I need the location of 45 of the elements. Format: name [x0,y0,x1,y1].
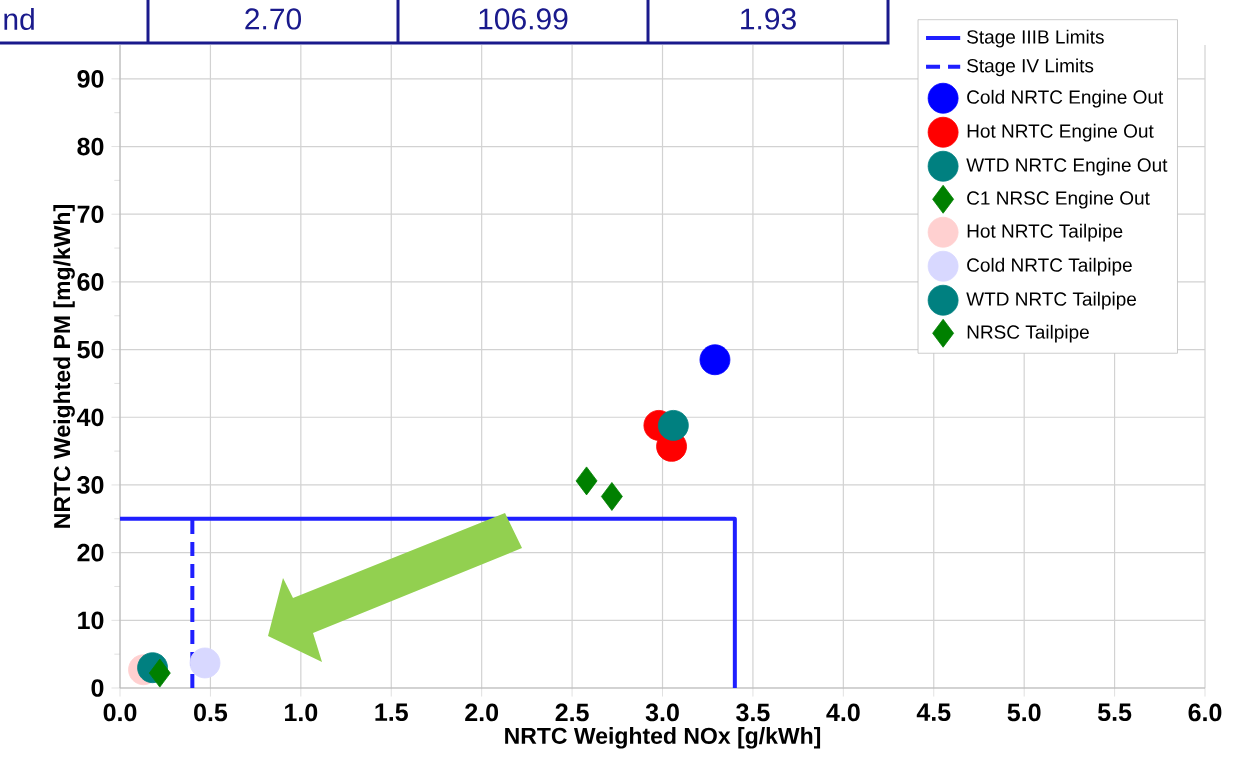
legend-label: Cold NRTC Engine Out [967,89,1164,108]
x-axis-title: NRTC Weighted NOx [g/kWh] [505,727,821,749]
y-tick-label: 50 [77,340,104,359]
text: nd [4,7,34,30]
y-tick-label: 10 [78,611,104,630]
y-tick-label: 60 [77,273,104,291]
x-tick-label: 5.0 [1007,703,1041,722]
x-tick-label: 3.0 [645,703,679,722]
x-tick-label: 6.0 [1188,703,1222,722]
y-tick-label: 90 [77,70,104,88]
y-tick-label: 80 [77,137,104,156]
x-tick-label: 4.0 [826,703,860,722]
x-tick-label: 4.5 [916,703,951,722]
point [600,482,623,511]
x-tick-label: 2.0 [465,703,499,722]
point [699,344,731,376]
legend-label: WTD NRTC Tailpipe [966,291,1136,310]
legend-label: Cold NRTC Tailpipe [967,257,1132,276]
legend-label: Stage IV Limits [967,58,1094,77]
y-tick-label: 30 [77,476,104,494]
point [575,466,598,496]
x-tick-label: 5.5 [1098,703,1132,722]
x-tick-label: 0.0 [103,703,137,722]
legend-label: Hot NRTC Tailpipe [967,223,1123,242]
legend-label: NRSC Tailpipe [967,324,1089,343]
x-tick-label: 1.5 [375,703,408,722]
legend-label: Hot NRTC Engine Out [967,123,1154,142]
x-tick-label: 3.5 [736,703,770,722]
point [657,409,689,441]
point [189,647,221,679]
x-tick-label: 0.5 [194,703,228,722]
legend-label: C1 NRSC Engine Out [967,190,1150,209]
legend-label: WTD NRTC Engine Out [966,157,1168,176]
y-axis-title: NRTC Weighted PM [mg/kWh] [53,205,75,528]
y-tick-label: 40 [76,408,104,427]
text: 106.99 [479,8,568,30]
point [148,658,171,688]
x-tick-label: 2.5 [555,703,589,722]
y-tick-label: 70 [77,205,104,224]
legend-label: Stage IIIB Limits [967,29,1104,48]
text: 1.93 [741,8,796,30]
y-tick-label: 20 [77,543,104,562]
y-tick-label: 0 [91,679,104,697]
text: 2.70 [245,8,302,30]
x-tick-label: 1.0 [285,703,318,722]
